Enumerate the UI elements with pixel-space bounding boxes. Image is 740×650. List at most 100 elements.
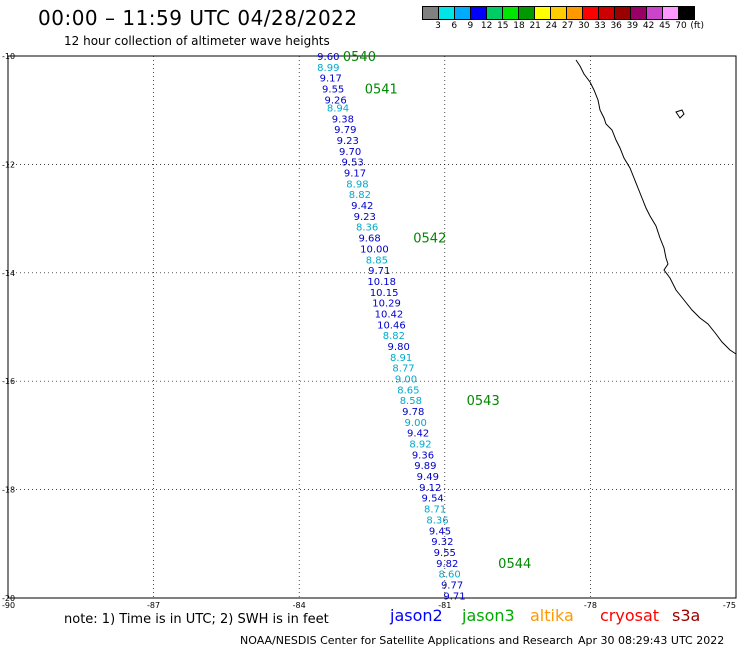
scale-label: 30 <box>578 21 590 31</box>
lon-tick-label: -90 <box>2 601 15 610</box>
wave-height-value: 9.23 <box>337 136 359 147</box>
wave-height-value: 9.49 <box>417 472 439 483</box>
color-scale: 3 6 9 12 15 18 21 24 27 30 33 36 39 42 45 70 (ft) <box>422 6 740 32</box>
scale-label: 39 <box>626 21 639 31</box>
wave-height-value: 10.46 <box>377 320 406 331</box>
map-frame <box>7 55 737 599</box>
map-subtitle: 12 hour collection of altimeter wave hei… <box>64 34 330 48</box>
wave-height-value: 9.55 <box>322 85 344 96</box>
wave-height-value: 9.00 <box>395 374 417 385</box>
scale-swatch <box>678 6 695 20</box>
wave-height-value: 8.85 <box>366 255 388 266</box>
scale-label: 15 <box>497 21 509 31</box>
lat-tick-label: -12 <box>2 160 15 169</box>
lat-tick-label: -20 <box>2 594 15 603</box>
lon-tick-label: -75 <box>723 601 736 610</box>
time-label: 0541 <box>365 83 398 98</box>
scale-label: 6 <box>451 21 458 31</box>
time-label: 0544 <box>498 557 531 572</box>
lon-tick-label: -78 <box>584 601 597 610</box>
scale-label: 33 <box>594 21 606 31</box>
color-scale-labels: 3 6 9 12 15 18 21 24 27 30 33 36 39 42 45 70 (ft) <box>422 20 740 32</box>
wave-height-value: 9.45 <box>429 526 451 537</box>
time-label: 0540 <box>343 50 376 65</box>
coastline <box>575 59 737 355</box>
map-title: 00:00 – 11:59 UTC 04/28/2022 <box>38 6 358 30</box>
wave-height-value: 9.00 <box>405 418 427 429</box>
wave-height-value: 9.79 <box>334 125 356 136</box>
wave-height-value: 8.58 <box>400 396 422 407</box>
wave-height-value: 8.65 <box>397 385 419 396</box>
generation-timestamp: Apr 30 08:29:43 UTC 2022 <box>578 634 725 647</box>
wave-height-value: 8.82 <box>349 190 371 201</box>
lon-tick-label: -84 <box>293 601 306 610</box>
wave-height-value: 9.78 <box>402 407 424 418</box>
scale-label: 70 <box>675 21 687 31</box>
wave-height-value: 9.54 <box>422 494 444 505</box>
wave-height-value: 9.71 <box>368 266 390 277</box>
wave-height-value: 9.36 <box>412 450 434 461</box>
wave-height-value: 10.18 <box>367 277 396 288</box>
wave-height-value: 8.91 <box>390 353 412 364</box>
scale-label: 36 <box>610 21 622 31</box>
wave-height-value: 9.42 <box>407 429 429 440</box>
time-label: 0542 <box>413 232 446 247</box>
lake-outline <box>675 109 685 119</box>
wave-height-value: 9.80 <box>388 342 410 353</box>
credit-text: NOAA/NESDIS Center for Satellite Applica… <box>240 634 574 647</box>
scale-label: 12 <box>480 21 493 31</box>
lat-tick-label: -16 <box>2 377 15 386</box>
scale-label: (ft) <box>690 21 704 31</box>
legend-item-cryosat: cryosat <box>600 606 660 625</box>
wave-height-value: 10.00 <box>360 244 389 255</box>
wave-height-value: 8.36 <box>426 515 448 526</box>
wave-height-value: 9.82 <box>436 559 458 570</box>
wave-height-value: 8.77 <box>392 364 414 375</box>
wave-height-value: 8.82 <box>383 331 405 342</box>
wave-height-value: 9.70 <box>339 147 361 158</box>
note-text: note: 1) Time is in UTC; 2) SWH is in fe… <box>64 612 329 627</box>
wave-height-value: 9.60 <box>317 52 339 63</box>
wave-height-value: 9.17 <box>320 74 342 85</box>
lat-tick-label: -14 <box>2 269 15 278</box>
wave-height-value: 9.53 <box>341 158 363 169</box>
wave-height-value: 8.92 <box>409 440 431 451</box>
scale-label: 42 <box>642 21 655 31</box>
wave-height-value: 8.99 <box>317 63 339 74</box>
scale-label: 45 <box>659 21 671 31</box>
wave-height-value: 10.29 <box>372 299 401 310</box>
wave-height-value: 9.71 <box>443 591 465 602</box>
scale-label: 21 <box>529 21 541 31</box>
wave-height-value: 8.94 <box>327 103 349 114</box>
legend-item-altika: altika <box>530 606 574 625</box>
legend-item-s3a: s3a <box>672 606 701 625</box>
wave-height-value: 8.98 <box>346 179 368 190</box>
wave-height-value: 10.15 <box>370 288 399 299</box>
wave-height-value: 9.68 <box>358 234 380 245</box>
wave-height-value: 9.55 <box>434 548 456 559</box>
scale-label: 9 <box>467 21 474 31</box>
time-label: 0543 <box>467 394 500 409</box>
scale-label: 27 <box>561 21 574 31</box>
legend-item-jason3: jason3 <box>462 606 515 625</box>
color-scale-swatches <box>422 6 740 20</box>
wave-height-value: 9.38 <box>332 114 354 125</box>
wave-height-value: 9.26 <box>324 95 346 106</box>
lat-tick-label: -18 <box>2 486 15 495</box>
wave-height-value: 9.89 <box>414 461 436 472</box>
wave-height-value: 8.71 <box>424 505 446 516</box>
lon-tick-label: -87 <box>147 601 160 610</box>
legend-item-jason2: jason2 <box>390 606 443 625</box>
lat-tick-label: -10 <box>2 52 15 61</box>
scale-label: 24 <box>545 21 558 31</box>
scale-label: 3 <box>435 21 441 31</box>
scale-label: 18 <box>513 21 525 31</box>
wave-height-value: 9.23 <box>354 212 376 223</box>
wave-height-value: 9.32 <box>431 537 453 548</box>
wave-height-value: 8.36 <box>356 223 378 234</box>
wave-height-value: 9.17 <box>344 169 366 180</box>
wave-height-value: 9.77 <box>441 580 463 591</box>
lon-tick-label: -81 <box>438 601 451 610</box>
wave-height-value: 9.42 <box>351 201 373 212</box>
